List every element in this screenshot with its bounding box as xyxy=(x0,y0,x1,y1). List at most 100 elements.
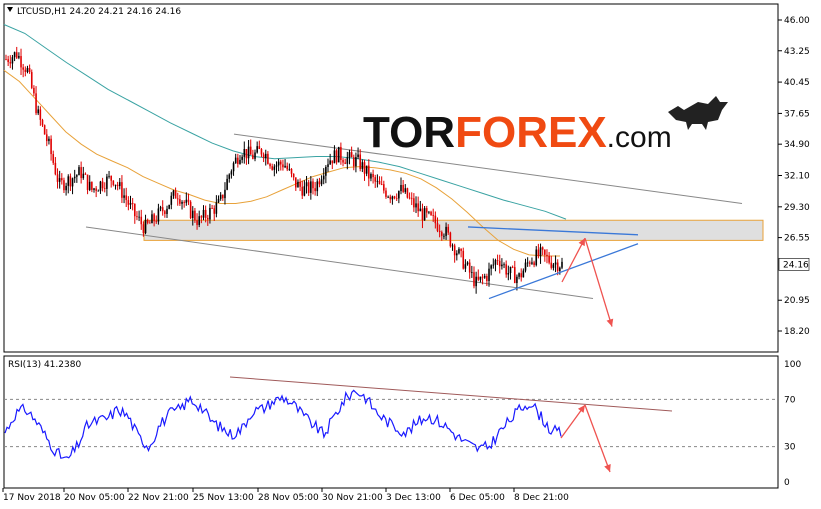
candle-body xyxy=(183,201,185,203)
triangle-lower-line xyxy=(488,243,639,300)
candle-body xyxy=(65,185,67,191)
candle-body xyxy=(546,254,548,257)
candle-body xyxy=(539,247,542,257)
candle-body xyxy=(45,134,48,142)
candle-body xyxy=(552,264,555,268)
candle-body xyxy=(187,199,190,202)
candle-body xyxy=(447,226,450,233)
candle-body xyxy=(234,157,237,164)
forecast-arrow-up-head xyxy=(578,238,585,247)
rsi-tick-label: 100 xyxy=(784,360,801,370)
candle-body xyxy=(26,67,29,72)
candle-body xyxy=(372,174,374,178)
candle-body xyxy=(24,69,27,72)
candle-body xyxy=(440,232,443,236)
candle-body xyxy=(209,207,211,220)
candle-body xyxy=(460,248,462,251)
candle-body xyxy=(561,261,563,268)
candle-body xyxy=(522,270,525,278)
resistance-zone xyxy=(143,219,764,241)
candle-body xyxy=(365,165,368,174)
candle-body xyxy=(200,216,203,218)
candle-body xyxy=(15,52,18,58)
y-tick-label: 46.00 xyxy=(784,16,810,26)
candle-body xyxy=(136,216,138,218)
candle-body xyxy=(505,264,507,275)
candle-body xyxy=(513,267,516,284)
candle-body xyxy=(430,211,432,216)
candle-body xyxy=(230,171,233,175)
candle-body xyxy=(179,199,181,204)
x-tick-label: 20 Nov 05:00 xyxy=(64,493,125,503)
candle-body xyxy=(5,59,7,60)
candle-body xyxy=(297,181,299,188)
x-tick-label: 6 Dec 05:00 xyxy=(450,493,505,503)
candle-body xyxy=(282,164,284,168)
rsi-trend-line xyxy=(229,376,673,412)
dropdown-triangle-icon xyxy=(7,7,13,12)
candle-body xyxy=(157,208,160,222)
candle-body xyxy=(466,262,469,265)
candle-body xyxy=(299,181,301,187)
candle-body xyxy=(172,190,175,196)
candle-body xyxy=(134,203,136,217)
candle-body xyxy=(380,184,383,185)
candle-body xyxy=(312,181,314,189)
candle-body xyxy=(56,174,59,182)
candle-body xyxy=(232,163,235,172)
candle-body xyxy=(191,210,194,219)
candle-body xyxy=(475,276,477,287)
candle-body xyxy=(423,208,426,221)
candle-body xyxy=(88,181,91,190)
candle-body xyxy=(352,157,355,167)
candle-body xyxy=(258,146,261,149)
candle-body xyxy=(35,93,37,114)
rsi-forecast-arrow-up-head xyxy=(577,405,585,413)
candle-body xyxy=(393,196,396,199)
candle-body xyxy=(389,196,392,200)
candle-body xyxy=(501,264,503,267)
candle-body xyxy=(458,248,460,254)
candle-body xyxy=(477,276,480,280)
candle-body xyxy=(256,146,258,153)
candle-body xyxy=(101,181,104,189)
channel-upper-line xyxy=(233,133,743,204)
rsi-tick-label: 30 xyxy=(784,443,796,453)
y-tick-label: 18.20 xyxy=(784,327,810,337)
candle-body xyxy=(554,262,557,265)
candle-body xyxy=(260,148,263,155)
x-tick-label: 3 Dec 13:00 xyxy=(386,493,441,503)
candle-body xyxy=(110,175,112,181)
candle-body xyxy=(61,178,63,181)
candle-body xyxy=(159,207,162,209)
candle-body xyxy=(277,161,280,166)
candle-body xyxy=(531,262,533,264)
candle-body xyxy=(374,177,377,182)
candle-body xyxy=(48,138,50,142)
candle-body xyxy=(307,182,310,193)
rsi-tick-label: 70 xyxy=(784,395,796,405)
candle-body xyxy=(490,265,492,269)
candle-body xyxy=(249,146,252,155)
forecast-arrow-up xyxy=(561,237,586,283)
candle-body xyxy=(494,260,497,265)
main-panel-frame xyxy=(3,3,779,353)
ma-fast-line xyxy=(3,69,560,257)
candle-body xyxy=(520,273,523,278)
candle-body xyxy=(84,173,87,175)
forecast-arrow-down-head xyxy=(606,318,614,327)
candle-body xyxy=(425,208,428,213)
candle-body xyxy=(30,72,33,88)
candle-body xyxy=(526,262,529,264)
candle-body xyxy=(69,176,72,187)
rsi-line xyxy=(4,389,562,459)
candle-body xyxy=(144,219,147,234)
candle-body xyxy=(9,62,12,64)
candle-body xyxy=(228,174,231,179)
candle-body xyxy=(185,199,188,203)
candle-body xyxy=(80,167,82,179)
candle-body xyxy=(516,276,518,284)
candle-body xyxy=(492,264,495,266)
